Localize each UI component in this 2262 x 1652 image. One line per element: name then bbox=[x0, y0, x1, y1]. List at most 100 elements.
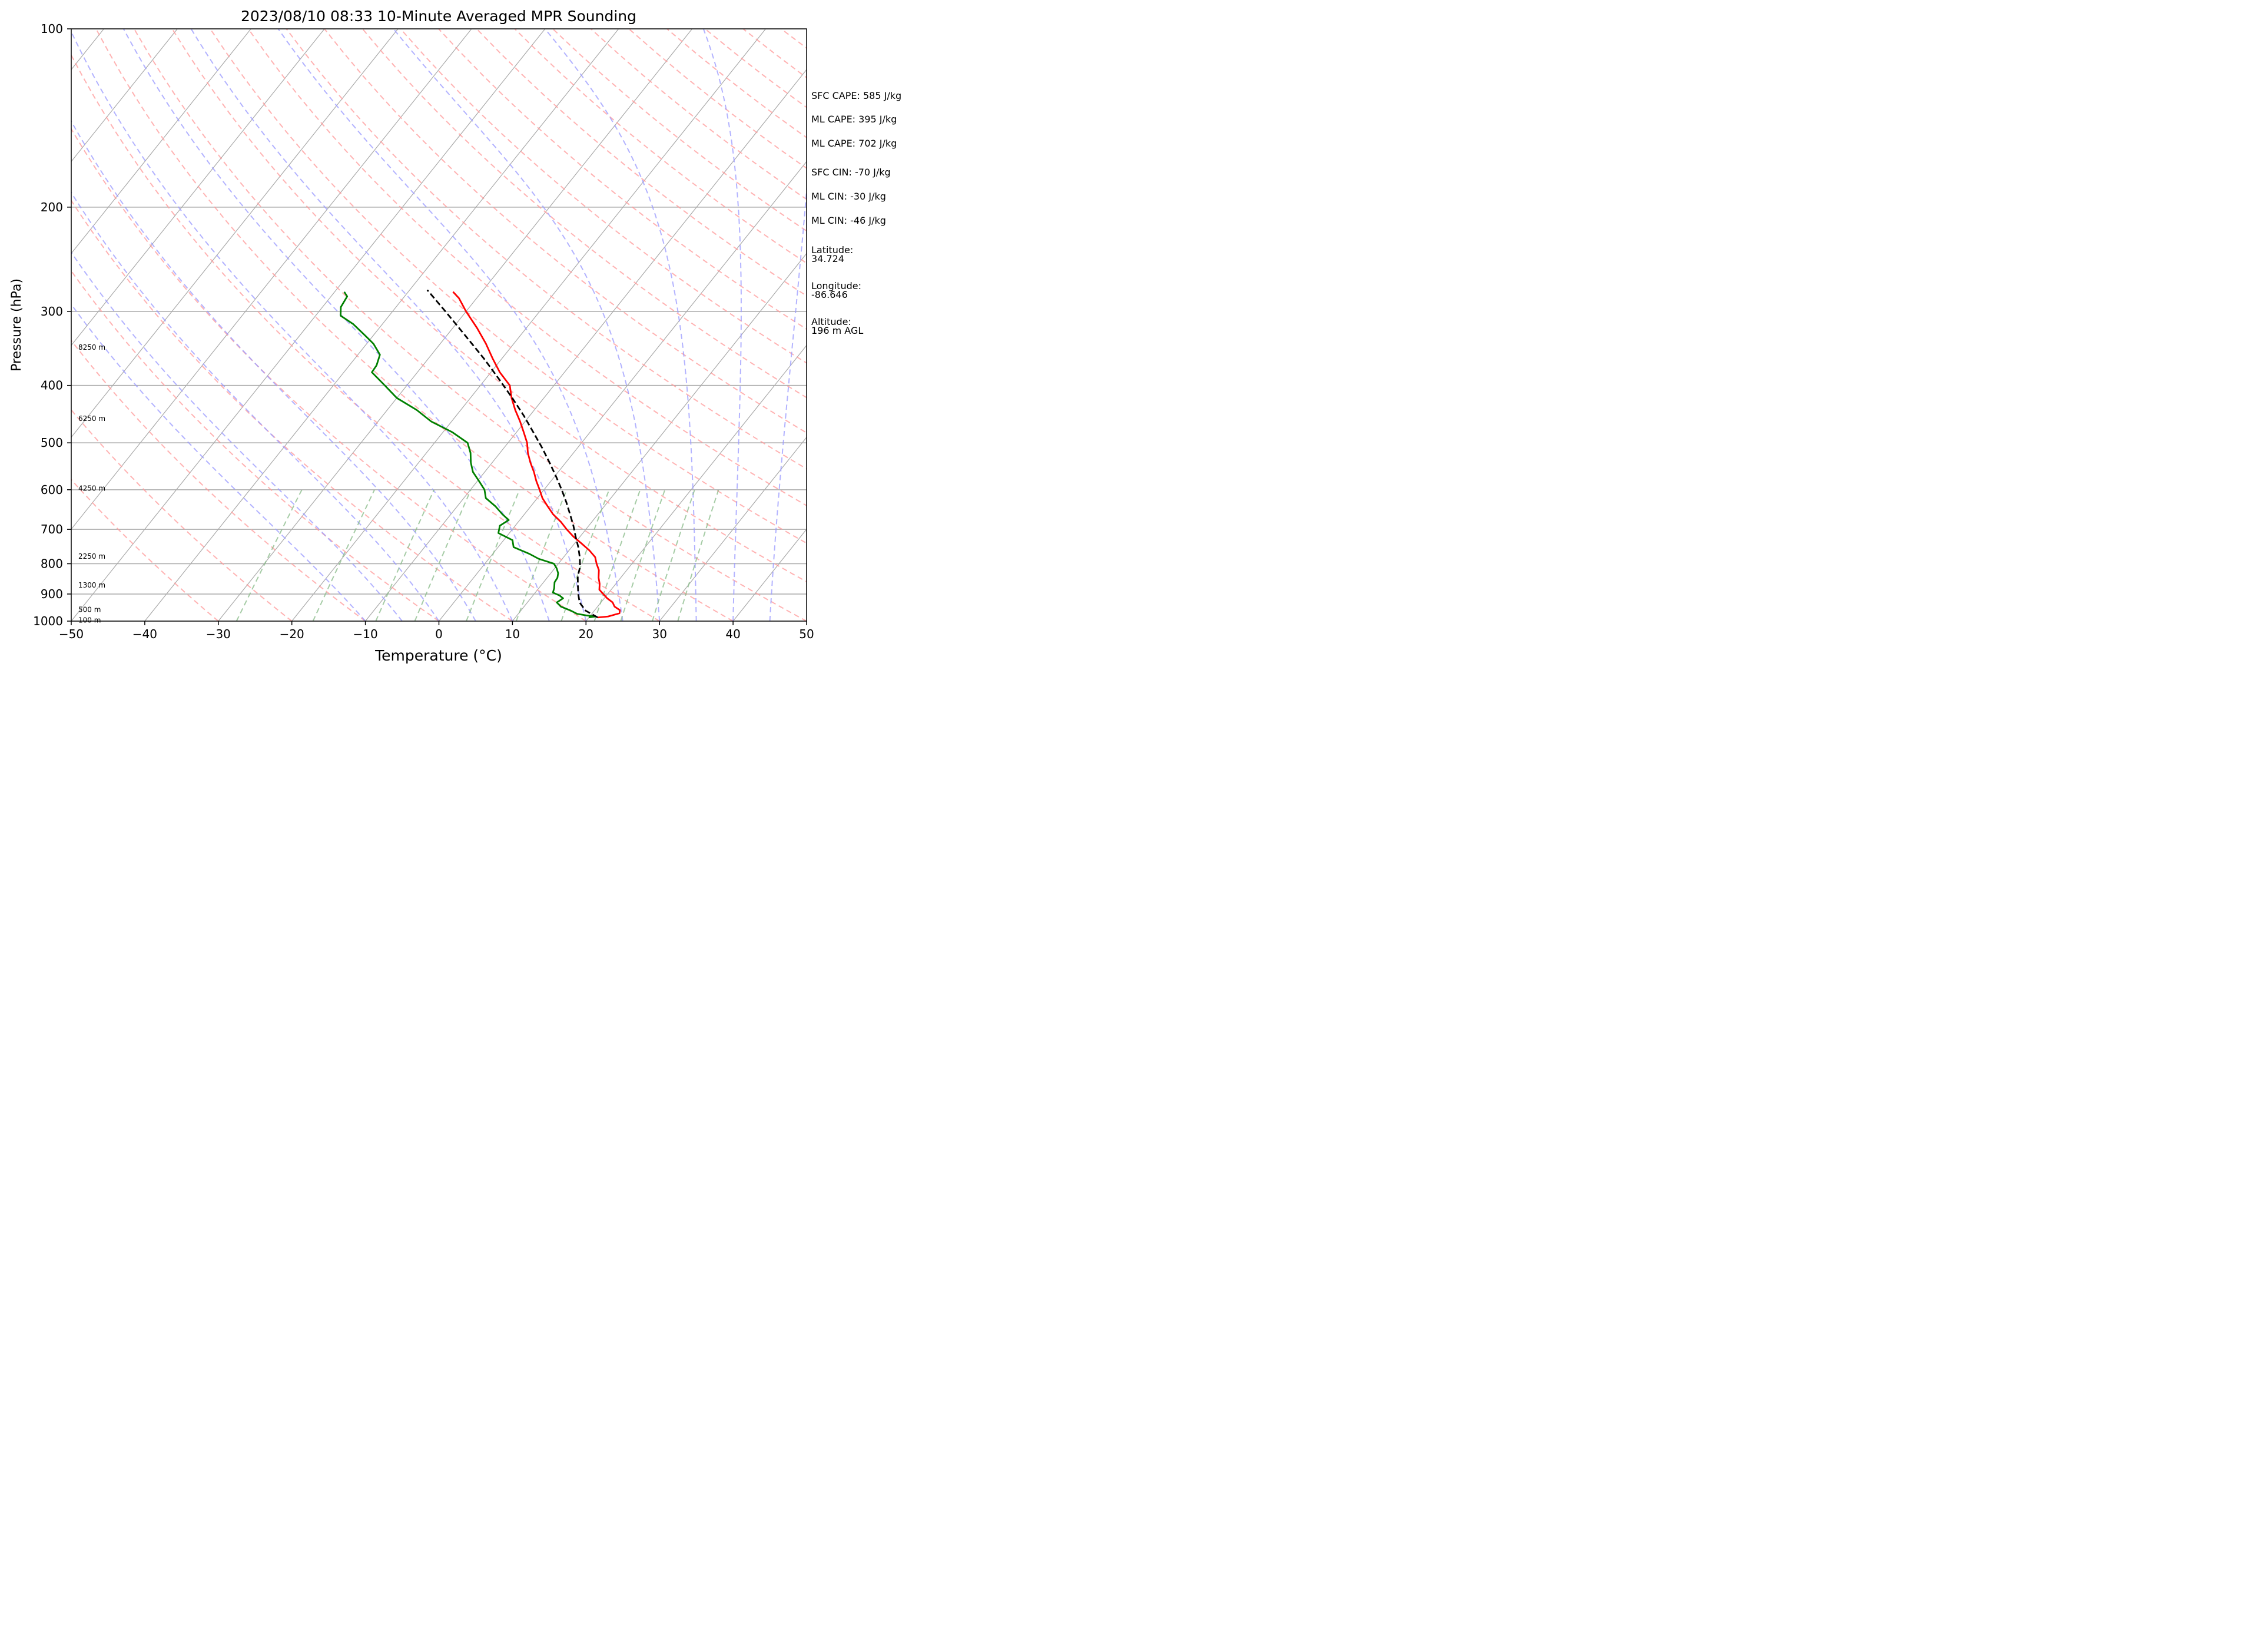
y-tick-label: 600 bbox=[41, 483, 63, 497]
dry-adiabat-line bbox=[71, 128, 586, 621]
moist-adiabat-line bbox=[702, 29, 742, 621]
y-axis-ticks: 100 200 300 400 500 600 700 800 900 1000 bbox=[33, 22, 71, 628]
temperature-profile-line bbox=[452, 291, 621, 619]
dry-adiabat-line bbox=[71, 479, 219, 621]
isotherm-line bbox=[71, 29, 472, 530]
annotation-text: ML CIN: -30 J/kg bbox=[811, 191, 886, 202]
height-label: 8250 m bbox=[78, 343, 105, 351]
x-tick-label: 0 bbox=[435, 627, 443, 641]
x-tick-label: −50 bbox=[59, 627, 84, 641]
moist-adiabat-line bbox=[393, 29, 661, 621]
y-tick-label: 200 bbox=[41, 200, 63, 214]
x-axis-ticks: −50 −40 −30 −20 −10 0 10 20 30 40 50 bbox=[59, 621, 814, 641]
annotation-text: ML CIN: -46 J/kg bbox=[811, 215, 886, 226]
moist-adiabat-line bbox=[71, 191, 440, 621]
dry-adiabat-line bbox=[210, 29, 807, 544]
dry-adiabat-line bbox=[324, 29, 807, 434]
x-tick-label: 10 bbox=[505, 627, 520, 641]
sounding-series bbox=[340, 289, 621, 619]
y-tick-label: 700 bbox=[41, 522, 63, 536]
y-axis-label: Pressure (hPa) bbox=[9, 278, 24, 371]
annotation-text: SFC CIN: -70 J/kg bbox=[811, 167, 891, 178]
mixing-ratio-line bbox=[620, 489, 666, 621]
y-tick-label: 400 bbox=[41, 379, 63, 393]
parcel-profile-line bbox=[426, 289, 598, 619]
x-tick-label: 30 bbox=[652, 627, 666, 641]
moist-adiabat-line bbox=[71, 120, 476, 621]
moist-adiabat-line bbox=[71, 251, 403, 621]
isotherm-line bbox=[144, 29, 619, 621]
x-tick-label: −10 bbox=[353, 627, 377, 641]
x-tick-label: 20 bbox=[579, 627, 593, 641]
height-label: 100 m bbox=[78, 616, 101, 625]
y-tick-label: 100 bbox=[41, 22, 63, 36]
isotherm-line bbox=[291, 29, 766, 621]
mixing-ratio-line bbox=[466, 489, 520, 621]
dry-adiabat-line bbox=[286, 29, 807, 470]
isotherm-line bbox=[71, 29, 325, 346]
isotherm-line bbox=[439, 161, 807, 621]
x-tick-label: −20 bbox=[280, 627, 304, 641]
isotherm-line bbox=[71, 29, 178, 162]
y-tick-label: 800 bbox=[41, 557, 63, 571]
isotherm-line bbox=[365, 69, 807, 621]
mixing-ratio-line bbox=[414, 489, 472, 621]
isotherm-line bbox=[659, 436, 807, 621]
annotation-text: Longitude: -86.646 bbox=[811, 280, 861, 300]
skewt-chart: 8250 m 6250 m 4250 m 2250 m 1300 m 500 m 100 m… bbox=[0, 0, 920, 672]
moist-adiabat-line bbox=[544, 29, 697, 621]
mixing-ratio-line bbox=[236, 489, 303, 621]
height-labels: 8250 m 6250 m 4250 m 2250 m 1300 m 500 m 100 m bbox=[78, 343, 105, 625]
dry-adiabat-line bbox=[71, 199, 513, 621]
x-tick-label: 40 bbox=[725, 627, 740, 641]
moist-adiabat-line bbox=[769, 183, 807, 621]
dry-adiabat-line bbox=[400, 29, 807, 364]
dry-adiabat-line bbox=[171, 29, 807, 583]
dry-adiabat-line bbox=[133, 29, 807, 621]
moist-adiabat-line bbox=[190, 29, 587, 621]
x-tick-label: −30 bbox=[206, 627, 231, 641]
isotherm-line bbox=[71, 29, 251, 254]
moist-adiabat-line bbox=[71, 30, 513, 621]
background-lines bbox=[71, 29, 807, 621]
mixing-ratio-line bbox=[375, 489, 435, 621]
isotherm-line bbox=[71, 29, 546, 621]
y-tick-label: 900 bbox=[41, 587, 63, 601]
height-label: 2250 m bbox=[78, 552, 105, 560]
x-axis-label: Temperature (°C) bbox=[374, 647, 502, 664]
dry-adiabat-line bbox=[71, 270, 440, 621]
y-tick-label: 1000 bbox=[33, 614, 63, 628]
moist-adiabat-line bbox=[71, 303, 366, 621]
height-label: 6250 m bbox=[78, 414, 105, 423]
x-tick-label: −40 bbox=[132, 627, 157, 641]
height-label: 500 m bbox=[78, 605, 101, 613]
mixing-ratio-line bbox=[652, 489, 695, 621]
dry-adiabat-line bbox=[95, 29, 734, 621]
mixing-ratio-line bbox=[593, 489, 641, 621]
isotherm-line bbox=[512, 253, 807, 621]
height-label: 1300 m bbox=[78, 581, 105, 589]
mixing-ratio-line bbox=[312, 489, 376, 621]
moist-adiabat-line bbox=[122, 29, 550, 621]
x-tick-label: 50 bbox=[799, 627, 814, 641]
dry-adiabat-line bbox=[71, 409, 293, 621]
annotation-text: ML CAPE: 702 J/kg bbox=[811, 138, 897, 149]
height-label: 4250 m bbox=[78, 485, 105, 493]
annotation-text: ML CAPE: 395 J/kg bbox=[811, 114, 897, 125]
y-tick-label: 500 bbox=[41, 436, 63, 450]
isotherm-line bbox=[71, 29, 399, 438]
isotherm-line bbox=[218, 29, 693, 621]
mixing-ratio-line bbox=[677, 489, 719, 621]
annotation-text: Altitude: 196 m AGL bbox=[811, 316, 863, 336]
y-tick-label: 300 bbox=[41, 304, 63, 319]
mixing-ratio-line bbox=[560, 489, 610, 621]
isotherm-line bbox=[585, 344, 807, 621]
annotation-text: SFC CAPE: 585 J/kg bbox=[811, 90, 901, 101]
dry-adiabat-line bbox=[71, 54, 660, 621]
dry-adiabat-line bbox=[476, 29, 807, 297]
annotation-text: Latitude: 34.724 bbox=[811, 244, 853, 264]
sounding-annotations: SFC CAPE: 585 J/kg ML CAPE: 395 J/kg ML CA… bbox=[811, 90, 901, 336]
mixing-ratio-line bbox=[515, 489, 568, 621]
moist-adiabat-line bbox=[277, 29, 623, 621]
chart-title: 2023/08/10 08:33 10-Minute Averaged MPR … bbox=[241, 8, 636, 25]
